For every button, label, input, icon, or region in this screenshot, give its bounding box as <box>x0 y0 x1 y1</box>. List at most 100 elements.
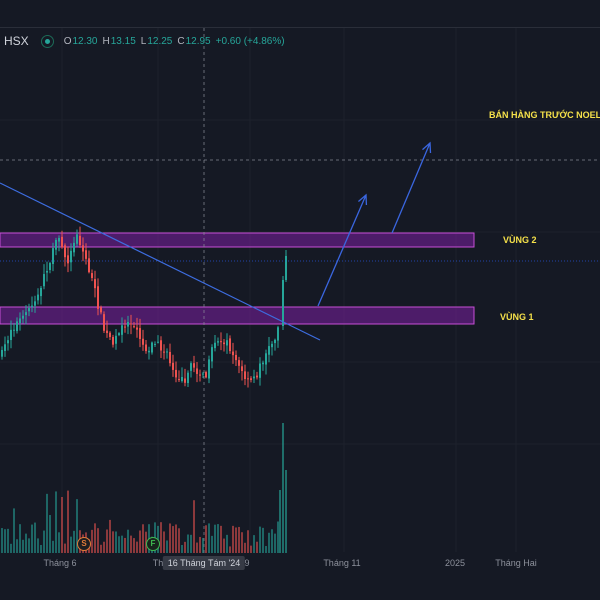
volume-bar <box>160 522 162 553</box>
volume-bar <box>124 537 126 553</box>
split-event-icon[interactable]: S <box>77 537 91 551</box>
x-tick-label: Tháng Hai <box>495 558 537 568</box>
candle-body <box>277 327 279 341</box>
candle-body <box>13 329 15 331</box>
volume-bar <box>16 539 18 553</box>
candle-body <box>40 287 42 297</box>
crosshair-date-label: 16 Tháng Tám '24 <box>162 556 246 570</box>
candle-body <box>211 347 213 362</box>
zone1-label[interactable]: VÙNG 1 <box>500 312 534 322</box>
volume-bar <box>282 423 284 553</box>
candle-body <box>256 375 258 378</box>
chart-top-border <box>0 27 600 28</box>
candle-body <box>181 377 183 382</box>
volume-bar <box>250 545 252 553</box>
volume-bar <box>244 542 246 553</box>
grid-lines <box>0 28 600 552</box>
arrow-to-zone2-head <box>358 193 368 206</box>
volume-bar <box>196 542 198 553</box>
low-value: 12.25 <box>147 35 173 47</box>
candle-body <box>52 248 54 264</box>
candle-body <box>115 335 117 344</box>
volume-bar <box>214 524 216 553</box>
volume-bar <box>184 541 186 553</box>
candle-body <box>166 351 168 353</box>
candle-body <box>172 362 174 370</box>
volume-bar <box>187 534 189 553</box>
volume-bar <box>46 493 48 553</box>
candle-body <box>202 373 204 375</box>
candle-body <box>43 274 45 287</box>
volume-bar <box>166 540 168 553</box>
volume-bar <box>34 522 36 553</box>
volume-bar <box>130 535 132 553</box>
change-value: +0.60 (+4.86%) <box>215 35 285 47</box>
candle-body <box>85 250 87 259</box>
volume-bar <box>61 496 63 553</box>
candle-body <box>157 341 159 343</box>
volume-bar <box>205 525 207 553</box>
volume-bars <box>1 423 287 553</box>
volume-bar <box>229 546 231 553</box>
candle-body <box>88 258 90 273</box>
candle-body <box>127 321 129 327</box>
x-tick-label: Tháng 6 <box>43 558 77 568</box>
candle-body <box>100 307 102 313</box>
candle-body <box>148 350 150 353</box>
candle-body <box>282 280 284 326</box>
volume-bar <box>37 538 39 553</box>
financial-event-icon[interactable]: F <box>146 537 160 551</box>
candle-body <box>214 342 216 349</box>
zone2-box <box>0 232 475 248</box>
volume-bar <box>100 544 102 553</box>
volume-bar <box>58 532 60 553</box>
candle-body <box>235 354 237 361</box>
candle-body <box>103 314 105 331</box>
candle-body <box>226 340 228 346</box>
volume-bar <box>7 528 9 553</box>
candle-body <box>1 350 3 357</box>
volume-bar <box>235 527 237 553</box>
volume-bar <box>70 536 72 553</box>
volume-bar <box>31 524 33 553</box>
zones <box>0 232 475 325</box>
candle-body <box>19 318 21 324</box>
volume-bar <box>172 526 174 553</box>
candle-body <box>46 270 48 273</box>
close-value: 12.95 <box>185 35 211 47</box>
volume-bar <box>97 528 99 553</box>
volume-bar <box>127 529 129 553</box>
last-candle-body <box>285 256 287 280</box>
volume-bar <box>178 528 180 553</box>
candle-body <box>163 351 165 353</box>
open-value: 12.30 <box>72 35 98 47</box>
candle-body <box>241 366 243 372</box>
volume-bar <box>1 528 3 553</box>
candle-body <box>64 245 66 258</box>
candle-body <box>151 342 153 353</box>
volume-bar <box>67 490 69 553</box>
volume-bar <box>232 525 234 553</box>
candle-body <box>79 235 81 246</box>
candle-body <box>124 326 126 328</box>
volume-bar <box>49 515 51 553</box>
volume-bar <box>10 543 12 553</box>
volume-bar <box>163 531 165 553</box>
candle-body <box>28 308 30 312</box>
volume-bar <box>13 508 15 553</box>
volume-bar <box>262 527 264 553</box>
volume-bar <box>268 532 270 553</box>
ohlc-legend: HSX O 12.30 H 13.15 L 12.25 C 12.95 +0.6… <box>4 34 285 48</box>
noel-annotation[interactable]: BÁN HÀNG TRƯỚC NOEL <box>489 110 600 120</box>
candle-body <box>142 338 144 345</box>
candle-body <box>34 301 36 306</box>
volume-bar <box>169 523 171 553</box>
candle-body <box>37 294 39 301</box>
volume-bar <box>175 524 177 553</box>
candle-body <box>58 238 60 242</box>
candle-body <box>169 351 171 364</box>
volume-bar <box>274 533 276 553</box>
zone2-label[interactable]: VÙNG 2 <box>503 235 537 245</box>
